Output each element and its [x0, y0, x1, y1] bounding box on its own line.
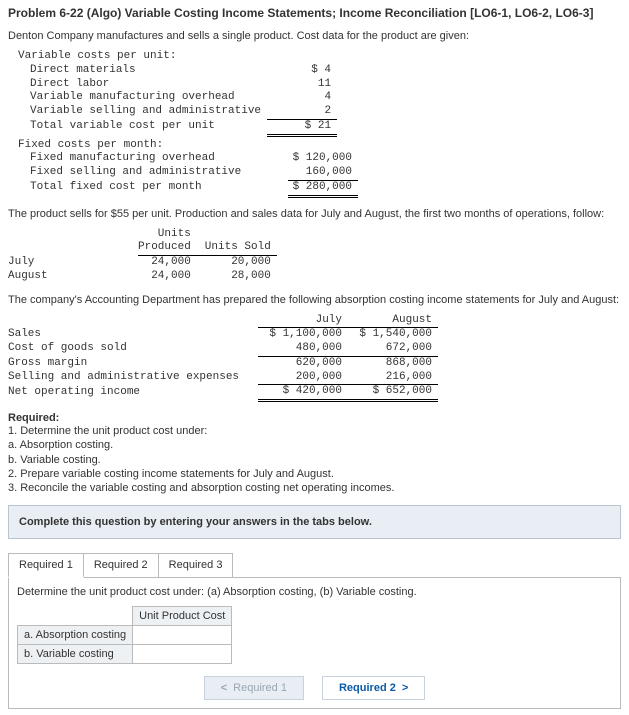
next-button[interactable]: Required 2 >	[322, 676, 425, 700]
col-head: Units	[138, 228, 197, 242]
prev-label: Required 1	[233, 682, 287, 694]
row-label: Direct materials	[18, 64, 267, 78]
cell: 672,000	[348, 342, 438, 356]
answer-row-label: a. Absorption costing	[18, 626, 133, 645]
answer-table: Unit Product Cost a. Absorption costing …	[17, 606, 232, 664]
cell: 480,000	[258, 342, 348, 356]
answer-col-head: Unit Product Cost	[133, 607, 232, 626]
row-label: Variable selling and administrative	[18, 105, 267, 119]
tab-required3[interactable]: Required 3	[158, 553, 234, 578]
var-cost-header: Variable costs per unit:	[18, 50, 337, 64]
production-sales-block: Units Produced Units Sold July 24,000 20…	[8, 228, 621, 284]
cell: $ 420,000	[258, 385, 348, 401]
hint-text: Complete this question by entering your …	[19, 516, 610, 528]
cell: 200,000	[258, 371, 348, 385]
col-head: July	[258, 314, 348, 328]
sells-paragraph: The product sells for $55 per unit. Prod…	[8, 208, 621, 220]
col-head: August	[348, 314, 438, 328]
cell: 620,000	[258, 356, 348, 370]
total-val: $ 21	[267, 119, 337, 135]
row-val: 2	[267, 105, 337, 119]
tab-required2[interactable]: Required 2	[83, 553, 159, 578]
variable-cost-input[interactable]	[133, 645, 232, 664]
list-item: a. Absorption costing.	[8, 438, 621, 452]
list-item: b. Variable costing.	[8, 453, 621, 467]
prev-button[interactable]: < Required 1	[204, 676, 304, 700]
row-label: Sales	[8, 328, 258, 342]
cell: 868,000	[348, 356, 438, 370]
dept-paragraph: The company's Accounting Department has …	[8, 294, 621, 306]
tab-description: Determine the unit product cost under: (…	[17, 586, 612, 598]
cell: $ 1,540,000	[348, 328, 438, 342]
problem-title: Problem 6-22 (Algo) Variable Costing Inc…	[8, 6, 621, 20]
required-list: 1. Determine the unit product cost under…	[8, 424, 621, 495]
cell: $ 652,000	[348, 385, 438, 401]
tab-required1[interactable]: Required 1	[8, 553, 84, 578]
fixed-costs-block: Fixed costs per month: Fixed manufacturi…	[8, 139, 621, 198]
row-label: Selling and administrative expenses	[8, 371, 258, 385]
cell: 216,000	[348, 371, 438, 385]
row-val: 11	[267, 78, 337, 92]
total-label: Total fixed cost per month	[18, 180, 288, 196]
row-label: Direct labor	[18, 78, 267, 92]
absorption-cost-input[interactable]	[133, 626, 232, 645]
col-head: Produced	[138, 241, 197, 255]
chevron-left-icon: <	[221, 682, 227, 694]
row-val: 160,000	[288, 166, 358, 180]
row-label: Net operating income	[8, 385, 258, 401]
next-label: Required 2	[339, 682, 396, 694]
fixed-cost-header: Fixed costs per month:	[18, 139, 358, 153]
col-head: Units Sold	[197, 241, 277, 255]
row-label: Fixed selling and administrative	[18, 166, 288, 180]
total-label: Total variable cost per unit	[18, 119, 267, 135]
instruction-box: Complete this question by entering your …	[8, 505, 621, 539]
row-label: Cost of goods sold	[8, 342, 258, 356]
total-val: $ 280,000	[288, 180, 358, 196]
chevron-right-icon: >	[402, 682, 408, 694]
required-header: Required:	[8, 412, 621, 424]
row-label: August	[8, 270, 138, 284]
cell: 20,000	[197, 256, 277, 270]
row-label: Fixed manufacturing overhead	[18, 152, 288, 166]
variable-costs-block: Variable costs per unit: Direct material…	[8, 50, 621, 137]
tab-panel-required1: Determine the unit product cost under: (…	[8, 577, 621, 709]
tabs: Required 1 Required 2 Required 3	[8, 553, 621, 578]
cell: 28,000	[197, 270, 277, 284]
row-label: Gross margin	[8, 356, 258, 370]
cell: 24,000	[138, 270, 197, 284]
list-item: 3. Reconcile the variable costing and ab…	[8, 481, 621, 495]
cell: $ 1,100,000	[258, 328, 348, 342]
row-val: $ 120,000	[288, 152, 358, 166]
intro-paragraph: Denton Company manufactures and sells a …	[8, 30, 621, 42]
cell: 24,000	[138, 256, 197, 270]
row-label: Variable manufacturing overhead	[18, 91, 267, 105]
row-label: July	[8, 256, 138, 270]
row-val: $ 4	[267, 64, 337, 78]
income-statement-block: July August Sales$ 1,100,000$ 1,540,000 …	[8, 314, 621, 403]
tab-nav: < Required 1 Required 2 >	[17, 676, 612, 700]
list-item: 2. Prepare variable costing income state…	[8, 467, 621, 481]
row-val: 4	[267, 91, 337, 105]
answer-row-label: b. Variable costing	[18, 645, 133, 664]
list-item: 1. Determine the unit product cost under…	[8, 424, 621, 438]
